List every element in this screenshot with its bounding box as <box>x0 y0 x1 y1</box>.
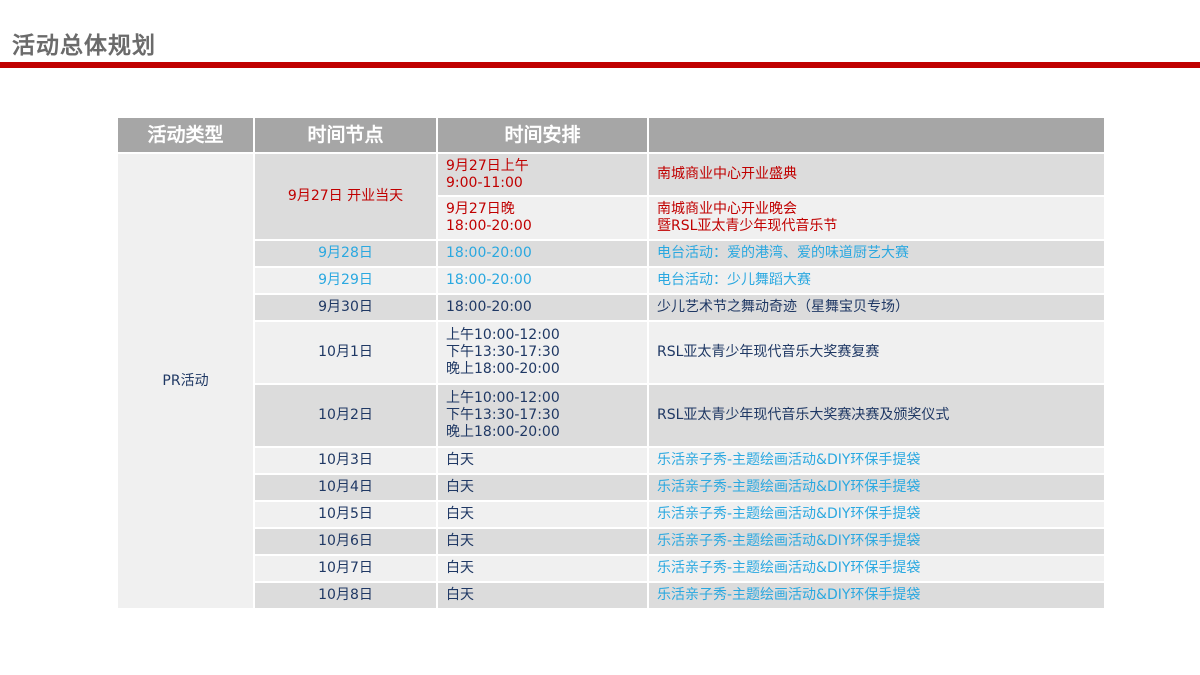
table-row: 10月5日 白天 乐活亲子秀-主题绘画活动&DIY环保手提袋 <box>117 500 1106 529</box>
time-node-cell: 10月8日 <box>253 581 438 610</box>
text-line: 电台活动：少儿舞蹈大赛 <box>657 272 811 288</box>
time-schedule-cell: 白天 <box>436 446 649 475</box>
activity-type-cell: PR活动 <box>116 152 255 610</box>
text-line: 晚上18:00-20:00 <box>446 361 560 377</box>
text-line: 上午10:00-12:00 <box>446 327 560 343</box>
table-row: 10月4日 白天 乐活亲子秀-主题绘画活动&DIY环保手提袋 <box>117 473 1106 502</box>
time-node-cell: 10月3日 <box>253 446 438 475</box>
event-cell: 乐活亲子秀-主题绘画活动&DIY环保手提袋 <box>647 581 1106 610</box>
text-line: 9月27日上午 <box>446 157 529 174</box>
time-node-cell: 9月29日 <box>253 266 438 295</box>
text-line: 上午10:00-12:00 <box>446 390 560 406</box>
text-line: 9月27日晚 <box>446 201 515 217</box>
time-node-cell: 10月6日 <box>253 527 438 556</box>
text-line: 晚上18:00-20:00 <box>446 424 560 440</box>
text-line: 乐活亲子秀-主题绘画活动&DIY环保手提袋 <box>657 587 921 603</box>
text-line: 南城商业中心开业盛典 <box>657 166 797 182</box>
text-line: 白天 <box>446 479 474 495</box>
text-line: 白天 <box>446 587 474 603</box>
table-row: 10月3日 白天 乐活亲子秀-主题绘画活动&DIY环保手提袋 <box>117 446 1106 475</box>
time-node-cell: 10月2日 <box>253 383 438 448</box>
time-node-cell: 10月5日 <box>253 500 438 529</box>
table-row: 10月2日 上午10:00-12:00 下午13:30-17:30 晚上18:00-2… <box>117 383 1106 448</box>
time-schedule-cell: 9月27日上午 9:00-11:00 <box>436 152 649 197</box>
table-row: 10月6日 白天 乐活亲子秀-主题绘画活动&DIY环保手提袋 <box>117 527 1106 556</box>
activity-schedule-table: 活动类型 时间节点 时间安排 PR活动 9月27日 开业当天 9月27日上午 9:00… <box>116 116 1106 610</box>
text-line: 乐活亲子秀-主题绘画活动&DIY环保手提袋 <box>657 560 921 576</box>
text-line: 乐活亲子秀-主题绘画活动&DIY环保手提袋 <box>657 479 921 495</box>
text-line: 乐活亲子秀-主题绘画活动&DIY环保手提袋 <box>657 452 921 468</box>
text-line: 白天 <box>446 452 474 468</box>
table-row: 9月30日 18:00-20:00 少儿艺术节之舞动奇迹（星舞宝贝专场） <box>117 293 1106 322</box>
text-line: 9:00-11:00 <box>446 174 523 191</box>
text-line: 电台活动：爱的港湾、爱的味道厨艺大赛 <box>657 245 909 261</box>
event-cell: 乐活亲子秀-主题绘画活动&DIY环保手提袋 <box>647 527 1106 556</box>
page-title: 活动总体规划 <box>12 33 156 59</box>
text-line: 少儿艺术节之舞动奇迹（星舞宝贝专场） <box>657 299 909 315</box>
time-schedule-cell: 白天 <box>436 527 649 556</box>
text-line: RSL亚太青少年现代音乐大奖赛决赛及颁奖仪式 <box>657 407 950 423</box>
time-schedule-cell: 白天 <box>436 500 649 529</box>
time-schedule-cell: 18:00-20:00 <box>436 293 649 322</box>
text-line: 18:00-20:00 <box>446 218 532 234</box>
text-line: 南城商业中心开业晚会 <box>657 201 797 217</box>
time-schedule-cell: 18:00-20:00 <box>436 266 649 295</box>
table-row: 10月1日 上午10:00-12:00 下午13:30-17:30 晚上18:00-2… <box>117 320 1106 385</box>
text-line: 白天 <box>446 560 474 576</box>
text-line: 乐活亲子秀-主题绘画活动&DIY环保手提袋 <box>657 533 921 549</box>
event-cell: 少儿艺术节之舞动奇迹（星舞宝贝专场） <box>647 293 1106 322</box>
event-cell: 电台活动：少儿舞蹈大赛 <box>647 266 1106 295</box>
event-cell: 南城商业中心开业盛典 <box>647 152 1106 197</box>
text-line: 暨RSL亚太青少年现代音乐节 <box>657 218 838 234</box>
text-line: RSL亚太青少年现代音乐大奖赛复赛 <box>657 344 880 360</box>
event-cell: 南城商业中心开业晚会 暨RSL亚太青少年现代音乐节 <box>647 195 1106 241</box>
table-row: 10月8日 白天 乐活亲子秀-主题绘画活动&DIY环保手提袋 <box>117 581 1106 610</box>
text-line: 乐活亲子秀-主题绘画活动&DIY环保手提袋 <box>657 506 921 522</box>
time-schedule-cell: 上午10:00-12:00 下午13:30-17:30 晚上18:00-20:00 <box>436 383 649 448</box>
title-divider <box>0 62 1200 68</box>
text-line: 下午13:30-17:30 <box>446 407 560 423</box>
text-line: 下午13:30-17:30 <box>446 344 560 360</box>
header-schedule: 时间安排 <box>436 116 649 154</box>
time-schedule-cell: 上午10:00-12:00 下午13:30-17:30 晚上18:00-20:00 <box>436 320 649 385</box>
event-cell: 乐活亲子秀-主题绘画活动&DIY环保手提袋 <box>647 554 1106 583</box>
text-line: 18:00-20:00 <box>446 299 532 315</box>
time-node-cell: 10月7日 <box>253 554 438 583</box>
table-row: 10月7日 白天 乐活亲子秀-主题绘画活动&DIY环保手提袋 <box>117 554 1106 583</box>
event-cell: 乐活亲子秀-主题绘画活动&DIY环保手提袋 <box>647 446 1106 475</box>
event-cell: 乐活亲子秀-主题绘画活动&DIY环保手提袋 <box>647 473 1106 502</box>
text-line: 18:00-20:00 <box>446 245 532 261</box>
event-cell: 电台活动：爱的港湾、爱的味道厨艺大赛 <box>647 239 1106 268</box>
time-schedule-cell: 白天 <box>436 581 649 610</box>
text-line: 白天 <box>446 506 474 522</box>
time-node-cell: 9月27日 开业当天 <box>253 152 438 241</box>
table-header-row: 活动类型 时间节点 时间安排 <box>116 116 1106 154</box>
header-event <box>647 116 1106 154</box>
time-node-cell: 10月1日 <box>253 320 438 385</box>
table-row: 9月28日 18:00-20:00 电台活动：爱的港湾、爱的味道厨艺大赛 <box>117 239 1106 268</box>
table-row: 9月27日晚 18:00-20:00 南城商业中心开业晚会 暨RSL亚太青少年现代音乐… <box>117 195 1106 241</box>
time-schedule-cell: 9月27日晚 18:00-20:00 <box>436 195 649 241</box>
header-type: 活动类型 <box>116 116 255 154</box>
text-line: 18:00-20:00 <box>446 272 532 288</box>
time-schedule-cell: 18:00-20:00 <box>436 239 649 268</box>
time-node-cell: 10月4日 <box>253 473 438 502</box>
header-node: 时间节点 <box>253 116 438 154</box>
event-cell: RSL亚太青少年现代音乐大奖赛决赛及颁奖仪式 <box>647 383 1106 448</box>
event-cell: 乐活亲子秀-主题绘画活动&DIY环保手提袋 <box>647 500 1106 529</box>
event-cell: RSL亚太青少年现代音乐大奖赛复赛 <box>647 320 1106 385</box>
time-schedule-cell: 白天 <box>436 554 649 583</box>
time-node-cell: 9月28日 <box>253 239 438 268</box>
table-row: 9月29日 18:00-20:00 电台活动：少儿舞蹈大赛 <box>117 266 1106 295</box>
table-row: PR活动 9月27日 开业当天 9月27日上午 9:00-11:00 南城商业中心开业盛… <box>116 152 1106 610</box>
text-line: 白天 <box>446 533 474 549</box>
time-schedule-cell: 白天 <box>436 473 649 502</box>
time-node-cell: 9月30日 <box>253 293 438 322</box>
